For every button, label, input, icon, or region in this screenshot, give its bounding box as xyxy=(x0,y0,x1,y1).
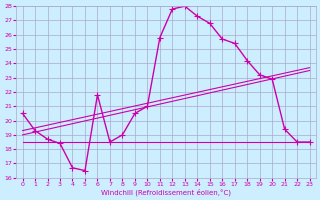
X-axis label: Windchill (Refroidissement éolien,°C): Windchill (Refroidissement éolien,°C) xyxy=(101,188,231,196)
